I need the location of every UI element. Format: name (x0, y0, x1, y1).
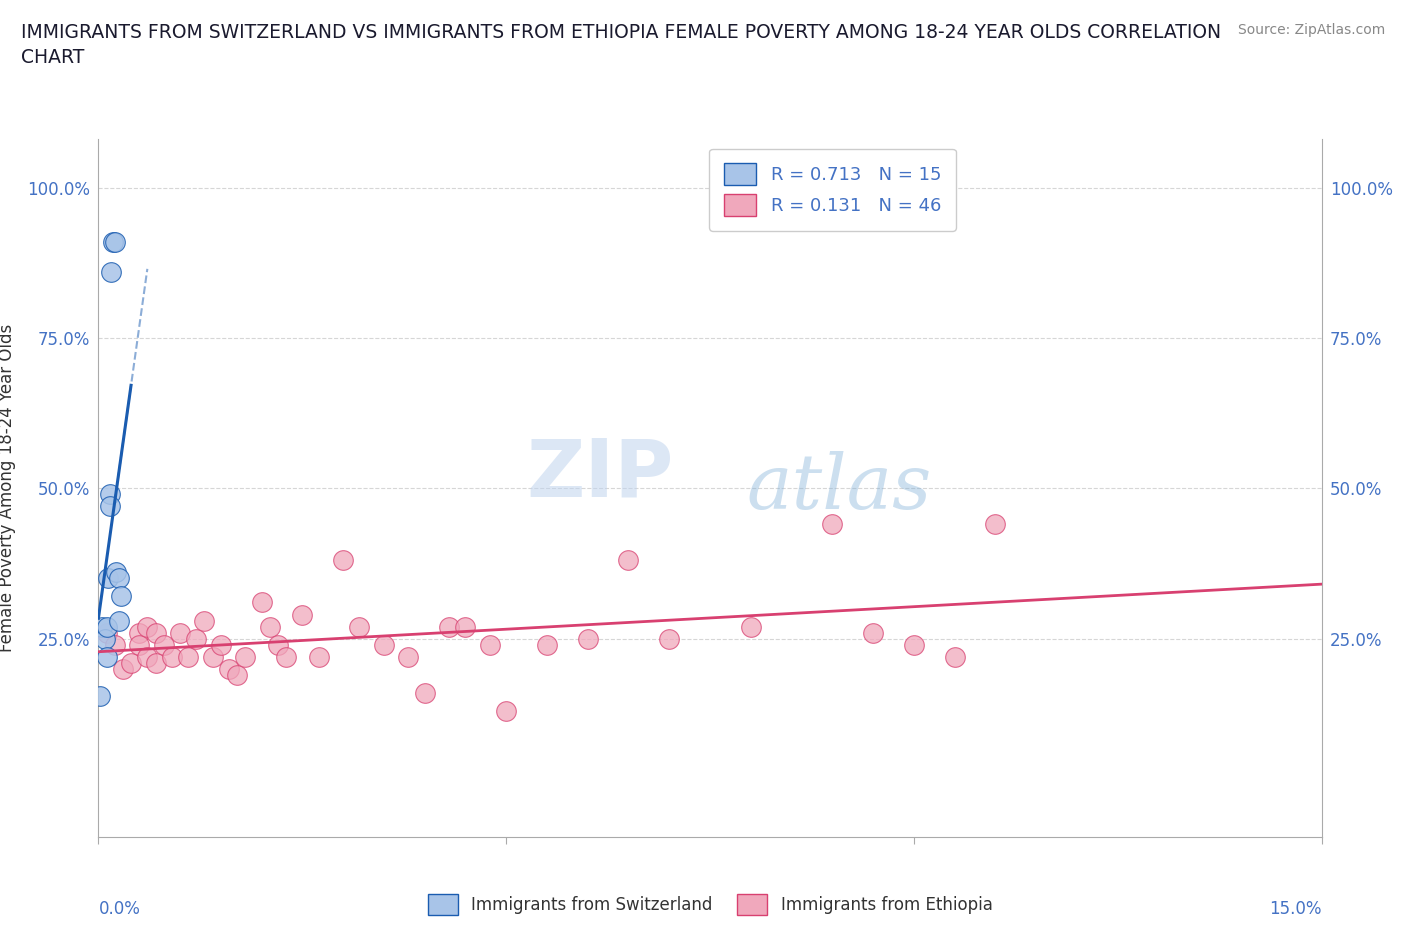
Point (105, 565, 128, 580)
Point (177, 649, 200, 664)
Point (145, 625, 167, 640)
Point (100, 264, 122, 279)
Point (349, 619, 371, 634)
Point (98, 498, 121, 513)
Point (617, 553, 640, 568)
Point (250, 595, 273, 610)
Point (576, 631, 599, 646)
Y-axis label: Female Poverty Among 18-24 Year Olds: Female Poverty Among 18-24 Year Olds (0, 325, 15, 652)
Point (160, 649, 183, 664)
Point (903, 637, 925, 652)
Point (267, 637, 290, 652)
Point (658, 631, 681, 646)
Point (218, 661, 240, 676)
Point (136, 649, 159, 664)
Point (108, 571, 131, 586)
Point (96, 619, 118, 634)
Point (104, 637, 127, 652)
Point (437, 619, 460, 634)
Text: IMMIGRANTS FROM SWITZERLAND VS IMMIGRANTS FROM ETHIOPIA FEMALE POVERTY AMONG 18-: IMMIGRANTS FROM SWITZERLAND VS IMMIGRANT… (21, 23, 1222, 67)
Point (110, 589, 132, 604)
Text: 15.0%: 15.0% (1270, 900, 1322, 918)
Point (984, 517, 1007, 532)
Point (91, 619, 114, 634)
Point (97, 571, 120, 586)
Point (89, 688, 111, 703)
Point (96, 625, 118, 640)
Point (943, 649, 966, 664)
Point (101, 234, 124, 249)
Point (108, 613, 131, 628)
Point (145, 656, 167, 671)
Point (259, 619, 281, 634)
Point (233, 649, 256, 664)
Point (98, 486, 121, 501)
Point (454, 619, 477, 634)
Point (274, 649, 297, 664)
Point (186, 631, 208, 646)
Point (128, 625, 150, 640)
Point (104, 234, 127, 249)
Point (862, 625, 884, 640)
Point (226, 667, 249, 682)
Point (169, 625, 191, 640)
Point (128, 637, 150, 652)
Point (495, 703, 517, 718)
Point (201, 649, 224, 664)
Point (136, 619, 159, 634)
Point (209, 637, 232, 652)
Point (308, 649, 330, 664)
Point (291, 607, 314, 622)
Point (120, 656, 142, 671)
Text: atlas: atlas (747, 451, 932, 525)
Point (478, 637, 501, 652)
Point (193, 613, 215, 628)
Point (373, 637, 395, 652)
Point (536, 637, 558, 652)
Point (152, 637, 174, 652)
Text: Source: ZipAtlas.com: Source: ZipAtlas.com (1237, 23, 1385, 37)
Point (96, 649, 118, 664)
Point (396, 649, 419, 664)
Text: ZIP: ZIP (526, 435, 673, 513)
Point (821, 517, 844, 532)
Text: 0.0%: 0.0% (98, 900, 141, 918)
Legend: Immigrants from Switzerland, Immigrants from Ethiopia: Immigrants from Switzerland, Immigrants … (416, 883, 1004, 926)
Point (94, 631, 117, 646)
Point (740, 619, 762, 634)
Point (332, 553, 354, 568)
Point (413, 685, 436, 700)
Point (111, 661, 134, 676)
